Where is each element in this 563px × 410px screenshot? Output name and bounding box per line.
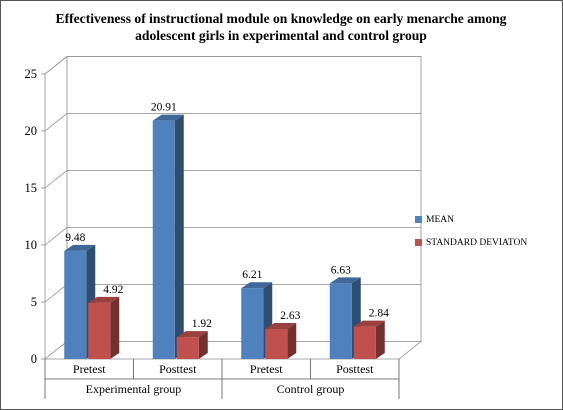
x-tick-label: Posttest [336, 362, 374, 376]
group-label: Control group [277, 382, 345, 396]
bar-side [110, 296, 120, 359]
legend-label: MEAN [426, 214, 454, 225]
legend-label: STANDARD DEVIATON [426, 237, 528, 248]
bar [152, 120, 175, 359]
gridline-diagonal [44, 170, 68, 189]
group-label: Experimental group [86, 382, 182, 396]
data-label: 2.84 [369, 308, 389, 320]
data-label: 4.92 [103, 284, 123, 296]
chart-title: Effectiveness of instructional module on… [55, 11, 507, 43]
bar [88, 302, 111, 359]
bar-top [64, 244, 96, 251]
bar [353, 326, 376, 359]
bar [64, 250, 87, 359]
legend-swatch [415, 216, 422, 223]
y-tick-label: 20 [25, 124, 38, 138]
data-label: 9.48 [65, 232, 85, 244]
gridline-diagonal [44, 113, 68, 132]
bar-top [152, 114, 184, 121]
bar-side [174, 114, 184, 359]
bar-top [265, 323, 297, 330]
y-tick-label: 15 [25, 181, 38, 195]
data-label: 1.92 [192, 318, 212, 330]
bar-top [329, 277, 361, 284]
data-label: 6.21 [242, 269, 262, 281]
bar [265, 329, 288, 359]
data-label: 6.63 [331, 264, 351, 276]
y-tick-label: 0 [31, 352, 37, 366]
gridline-diagonal [44, 227, 68, 246]
gridline-diagonal [44, 56, 68, 75]
y-tick-label: 25 [25, 67, 38, 81]
gridline-diagonal [44, 284, 68, 303]
bar-side [375, 320, 385, 359]
y-tick-label: 5 [31, 295, 37, 309]
legend: MEAN STANDARD DEVIATON [415, 213, 527, 259]
x-tick-label: Pretest [250, 362, 283, 376]
bar-side [198, 331, 208, 359]
bar-side [287, 323, 297, 359]
legend-swatch [415, 239, 422, 246]
bar [241, 288, 264, 359]
x-tick-label: Pretest [73, 362, 106, 376]
y-tick-label: 10 [25, 238, 38, 252]
bar-top [241, 282, 273, 289]
data-label: 2.63 [280, 310, 300, 322]
legend-item: STANDARD DEVIATON [415, 236, 527, 249]
data-label: 20.91 [151, 102, 177, 114]
bar-top [176, 331, 208, 338]
bar [176, 337, 199, 359]
bar-top [353, 320, 385, 327]
bar [329, 283, 352, 359]
bar-top [88, 296, 120, 303]
x-tick-label: Posttest [159, 362, 197, 376]
legend-item: MEAN [415, 213, 527, 226]
